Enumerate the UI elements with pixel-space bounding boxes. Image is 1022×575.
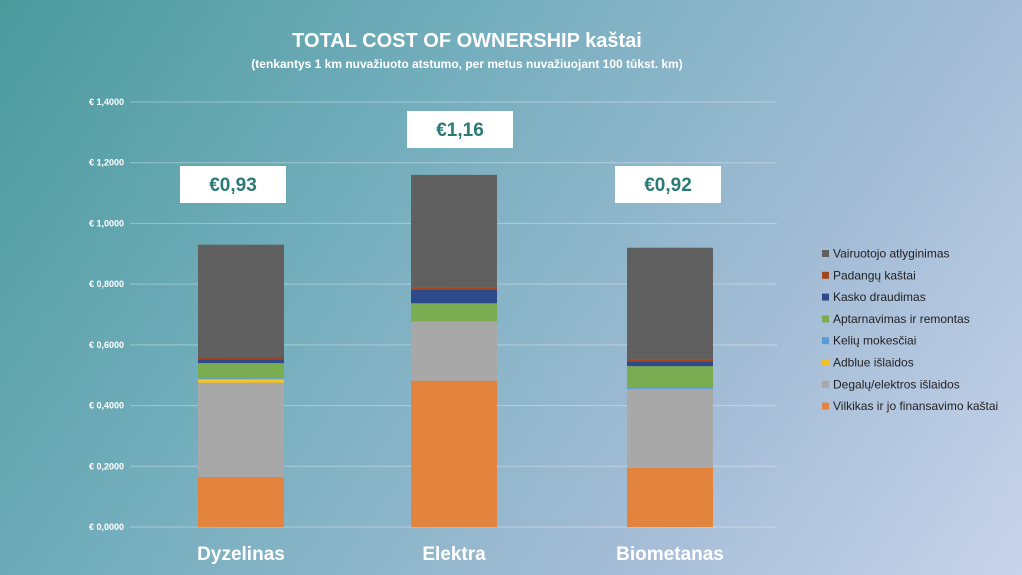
legend-swatch (822, 315, 829, 323)
legend-swatch (822, 337, 829, 345)
bar-stack-biometanas (627, 247, 713, 527)
bar-segment (627, 387, 713, 389)
legend-swatch (822, 271, 829, 279)
bars (198, 174, 713, 527)
bar-stack-dyzelinas (198, 244, 284, 527)
bar-segment (627, 467, 713, 527)
total-label-box (615, 166, 721, 203)
chart-subtitle: (tenkantys 1 km nuvažiuoto atstumo, per … (251, 57, 682, 71)
legend: Vairuotojo atlyginimas Padangų kaštai Kask… (822, 247, 998, 413)
legend-entry: Degalų/elektros išlaidos (822, 377, 960, 391)
legend-label: Aptarnavimas ir remontas (833, 312, 970, 326)
total-label: €0,93 (180, 166, 286, 203)
legend-label: Vairuotojo atlyginimas (833, 247, 950, 261)
y-tick-label: € 0,0000 (89, 522, 124, 532)
y-tick-label: € 0,4000 (89, 401, 124, 411)
legend-entry: Adblue išlaidos (822, 356, 914, 370)
bar-segment (198, 363, 284, 379)
legend-entry: Aptarnavimas ir remontas (822, 312, 970, 326)
total-label-box (407, 111, 513, 148)
bar-segment (627, 366, 713, 388)
bar-segment (411, 321, 497, 381)
legend-entry: Kelių mokesčiai (822, 334, 916, 348)
legend-swatch (822, 250, 829, 257)
y-tick-label: € 1,0000 (89, 218, 124, 228)
bar-segment (627, 359, 713, 362)
bar-segment (627, 247, 713, 360)
chart-title: TOTAL COST OF OWNERSHIP kaštai (292, 30, 642, 52)
total-label-text: €1,16 (436, 120, 484, 141)
legend-swatch (822, 380, 829, 388)
legend-label: Degalų/elektros išlaidos (833, 377, 960, 391)
legend-label: Padangų kaštai (833, 268, 916, 282)
total-labels: €0,93 €1,16 €0,92 (180, 111, 721, 203)
legend-swatch (822, 359, 829, 366)
bar-stack-elektra (411, 174, 497, 527)
bar-segment (198, 378, 284, 380)
bar-segment (198, 244, 284, 357)
category-label: Dyzelinas (197, 544, 285, 565)
legend-swatch (822, 402, 829, 410)
total-label: €0,92 (615, 166, 721, 203)
legend-entry: Vilkikas ir jo finansavimo kaštai (822, 399, 998, 413)
legend-label: Kasko draudimas (833, 290, 926, 304)
y-tick-label: € 0,6000 (89, 340, 124, 350)
legend-entry: Vairuotojo atlyginimas (822, 247, 950, 261)
category-label: Elektra (422, 544, 486, 565)
bar-segment (198, 379, 284, 383)
bar-segment (198, 357, 284, 360)
category-labels: Dyzelinas Elektra Biometanas (197, 544, 724, 565)
bar-segment (198, 476, 284, 527)
legend-label: Vilkikas ir jo finansavimo kaštai (833, 399, 998, 413)
y-tick-label: € 1,4000 (89, 97, 124, 107)
legend-label: Adblue išlaidos (833, 356, 914, 370)
bar-segment (411, 380, 497, 527)
bar-segment (198, 382, 284, 477)
bar-segment (411, 174, 497, 288)
bar-segment (627, 388, 713, 468)
bar-segment (411, 289, 497, 304)
legend-entry: Padangų kaštai (822, 268, 916, 282)
bar-segment (411, 287, 497, 290)
y-tick-label: € 0,8000 (89, 279, 124, 289)
total-label-box (180, 166, 286, 203)
category-label: Biometanas (616, 544, 724, 565)
y-tick-label: € 0,2000 (89, 461, 124, 471)
legend-label: Kelių mokesčiai (833, 334, 916, 348)
bar-segment (627, 361, 713, 367)
y-tick-label: € 1,2000 (89, 158, 124, 168)
total-label-text: €0,93 (209, 175, 257, 196)
legend-entry: Kasko draudimas (822, 290, 926, 304)
bar-segment (411, 303, 497, 322)
legend-swatch (822, 293, 829, 301)
bar-segment (198, 359, 284, 364)
total-label: €1,16 (407, 111, 513, 148)
y-axis-ticks: € 0,0000 € 0,2000 € 0,4000 € 0,6000 € 0,8000… (89, 97, 124, 532)
total-label-text: €0,92 (644, 175, 692, 196)
